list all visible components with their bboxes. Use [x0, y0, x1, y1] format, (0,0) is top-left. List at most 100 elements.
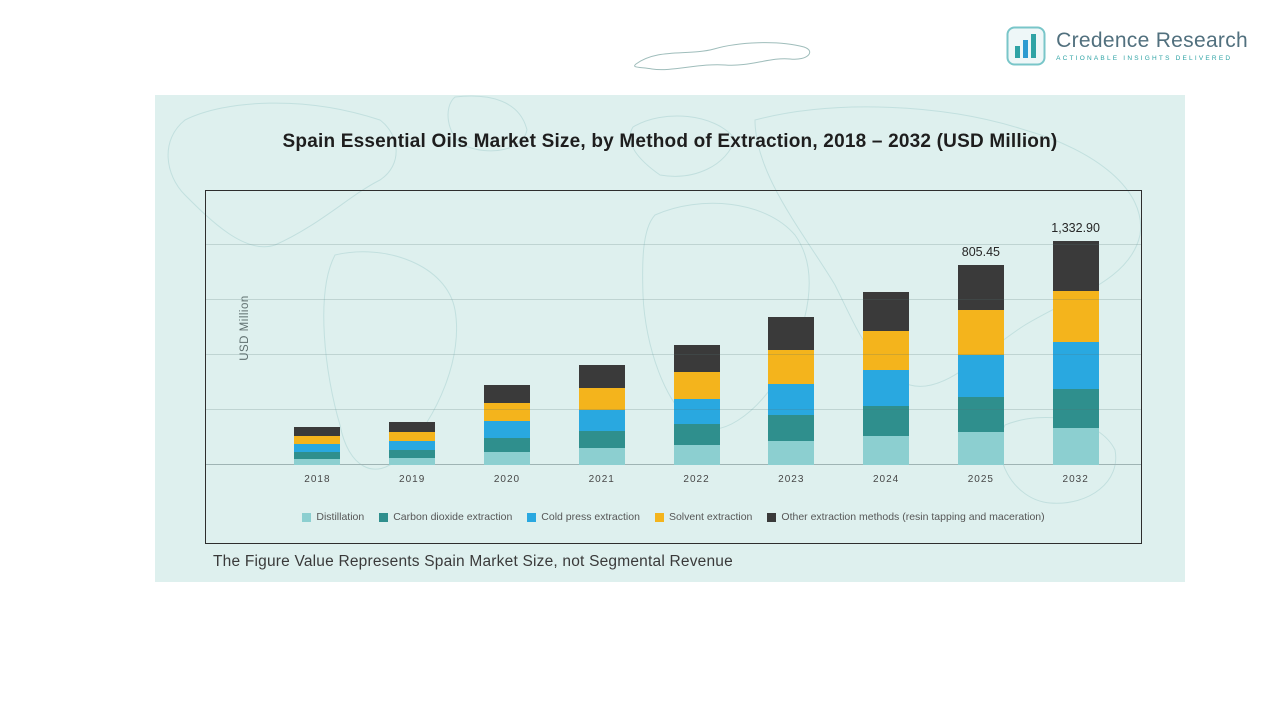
- bar-segment-solvent: [673, 372, 720, 400]
- bar-stack: [389, 422, 436, 465]
- island-outline-decoration: [634, 42, 811, 71]
- x-axis-category-label: 2024: [872, 474, 900, 485]
- bar-segment-distillation: [1052, 428, 1099, 465]
- legend-item: Solvent extraction: [654, 511, 753, 523]
- bar-segment-other: [578, 365, 625, 388]
- legend-swatch-icon: [767, 512, 777, 522]
- bar-segment-cold: [957, 355, 1004, 398]
- legend-item: Distillation: [302, 511, 364, 523]
- bar-segment-solvent: [294, 435, 341, 445]
- bar-value-label: 805.45: [961, 245, 1000, 260]
- bar-segment-cold: [1052, 341, 1099, 389]
- bar-value-label: 1,332.90: [1051, 221, 1100, 235]
- bar-segment-cold: [294, 444, 341, 453]
- chart-title: Spain Essential Oils Market Size, by Met…: [282, 131, 1058, 152]
- bar-segment-cold: [863, 369, 910, 407]
- bar-segment-carbon: [673, 424, 720, 446]
- bar-column: 2019: [365, 191, 460, 485]
- bar-segment-solvent: [768, 350, 815, 384]
- legend: Distillation Carbon dioxide extraction Col…: [206, 511, 1141, 523]
- bar-segment-solvent: [578, 387, 625, 411]
- x-axis-category-label: 2018: [304, 474, 331, 485]
- bar-column: 805.45 2025: [933, 191, 1028, 485]
- grid-line: [206, 299, 1141, 300]
- footnote: The Figure Value Represents Spain Market…: [213, 553, 733, 570]
- bar-segment-other: [863, 292, 910, 331]
- bar-segment-other: [483, 385, 530, 404]
- bar-stack: [483, 385, 530, 465]
- x-axis-category-label: 2025: [967, 474, 994, 485]
- logo-name: Credence Research: [1056, 28, 1248, 52]
- bar-segment-other: [673, 345, 720, 373]
- bar-stack: [294, 427, 341, 465]
- bar-stack: [863, 292, 910, 465]
- x-axis-line: [206, 464, 1141, 465]
- bar-segment-carbon: [1052, 388, 1099, 429]
- legend-swatch-icon: [527, 512, 537, 522]
- bar-segment-solvent: [957, 310, 1004, 356]
- bar-column: 1,332.90 2032: [1028, 191, 1123, 485]
- logo-tagline: Actionable Insights Delivered: [1056, 55, 1233, 63]
- legend-item: Carbon dioxide extraction: [379, 511, 512, 523]
- bar-segment-distillation: [768, 440, 815, 465]
- bar-segment-distillation: [294, 458, 341, 465]
- bar-segment-other: [294, 427, 341, 436]
- bar-segment-solvent: [483, 403, 530, 422]
- bars: 2018 2019 2020 2021 2022 2023 2024 805.45 2025 1,…: [206, 191, 1141, 485]
- bar-segment-cold: [578, 410, 625, 432]
- bar-segment-distillation: [389, 457, 436, 465]
- legend-label: Other extraction methods (resin tapping …: [781, 511, 1045, 523]
- legend-label: Distillation: [316, 511, 365, 523]
- bar-segment-solvent: [1052, 291, 1099, 342]
- legend-swatch-icon: [379, 512, 389, 522]
- bar-stack: [673, 345, 720, 465]
- bar-segment-cold: [389, 441, 436, 451]
- credence-research-logo: Credence Research Actionable Insights De…: [1006, 26, 1248, 66]
- grid-line: [206, 354, 1141, 355]
- x-axis-category-label: 2019: [399, 474, 426, 485]
- legend-label: Solvent extraction: [668, 511, 753, 523]
- x-axis-category-label: 2032: [1062, 474, 1089, 485]
- plot: USD Million 2018 2019 2020 2021 2022 2023 2024…: [205, 190, 1142, 544]
- bar-segment-distillation: [957, 432, 1004, 465]
- bar-segment-solvent: [863, 331, 910, 370]
- bar-segment-distillation: [578, 448, 625, 465]
- bar-column: 2023: [744, 191, 839, 485]
- bar-segment-carbon: [768, 414, 815, 441]
- bar-segment-carbon: [863, 406, 910, 437]
- legend-swatch-icon: [302, 512, 312, 522]
- bar-column: 2024: [839, 191, 934, 485]
- bar-segment-cold: [768, 383, 815, 415]
- legend-item: Other extraction methods (resin tapping …: [767, 511, 1045, 523]
- x-axis-category-label: 2022: [683, 474, 710, 485]
- bar-stack: [768, 317, 815, 465]
- slide-panel: Spain Essential Oils Market Size, by Met…: [155, 95, 1185, 582]
- bar-segment-solvent: [389, 431, 436, 442]
- bar-segment-other: [957, 265, 1004, 311]
- bar-column: 2018: [270, 191, 365, 485]
- bar-segment-carbon: [578, 431, 625, 449]
- logo-text: Credence Research Actionable Insights De…: [1056, 28, 1248, 63]
- bar-segment-carbon: [294, 452, 341, 459]
- x-axis-category-label: 2023: [778, 474, 805, 485]
- bar-segment-carbon: [389, 450, 436, 458]
- x-axis-category-label: 2021: [588, 474, 615, 485]
- grid-line: [206, 409, 1141, 410]
- bar-segment-distillation: [673, 445, 720, 465]
- bar-column: 2022: [649, 191, 744, 485]
- legend-label: Carbon dioxide extraction: [393, 511, 513, 523]
- bar-stack: [578, 365, 625, 465]
- legend-item: Cold press extraction: [527, 511, 640, 523]
- bar-segment-carbon: [483, 437, 530, 452]
- bar-segment-cold: [483, 421, 530, 438]
- bar-stack: 1,332.90: [1051, 221, 1100, 465]
- bar-segment-carbon: [957, 397, 1004, 433]
- bar-segment-other: [1052, 241, 1099, 292]
- bar-column: 2021: [554, 191, 649, 485]
- bar-segment-cold: [673, 399, 720, 425]
- legend-label: Cold press extraction: [541, 511, 640, 523]
- bar-segment-distillation: [483, 451, 530, 465]
- legend-swatch-icon: [654, 512, 664, 522]
- bar-stack: 805.45: [957, 245, 1004, 465]
- bar-column: 2020: [460, 191, 555, 485]
